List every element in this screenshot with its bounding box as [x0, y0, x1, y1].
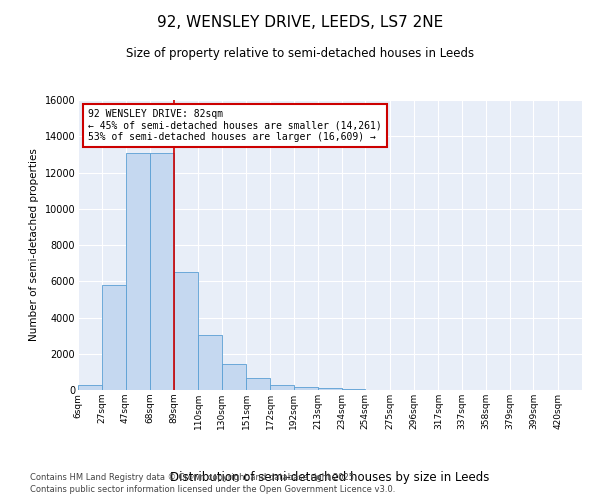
- Bar: [150, 152, 174, 390]
- Bar: [293, 386, 318, 390]
- Y-axis label: Number of semi-detached properties: Number of semi-detached properties: [29, 148, 39, 342]
- X-axis label: Distribution of semi-detached houses by size in Leeds: Distribution of semi-detached houses by …: [170, 471, 490, 484]
- Bar: [174, 272, 199, 390]
- Bar: [103, 285, 125, 390]
- Text: 92 WENSLEY DRIVE: 82sqm
← 45% of semi-detached houses are smaller (14,261)
53% o: 92 WENSLEY DRIVE: 82sqm ← 45% of semi-de…: [88, 108, 382, 142]
- Text: Contains public sector information licensed under the Open Government Licence v3: Contains public sector information licen…: [30, 485, 395, 494]
- Bar: [125, 152, 150, 390]
- Text: Contains HM Land Registry data © Crown copyright and database right 2025.: Contains HM Land Registry data © Crown c…: [30, 472, 356, 482]
- Text: Size of property relative to semi-detached houses in Leeds: Size of property relative to semi-detach…: [126, 48, 474, 60]
- Bar: [246, 378, 271, 390]
- Bar: [221, 364, 246, 390]
- Bar: [271, 385, 293, 390]
- Text: 92, WENSLEY DRIVE, LEEDS, LS7 2NE: 92, WENSLEY DRIVE, LEEDS, LS7 2NE: [157, 15, 443, 30]
- Bar: [78, 385, 103, 390]
- Bar: [199, 334, 221, 390]
- Bar: [318, 388, 342, 390]
